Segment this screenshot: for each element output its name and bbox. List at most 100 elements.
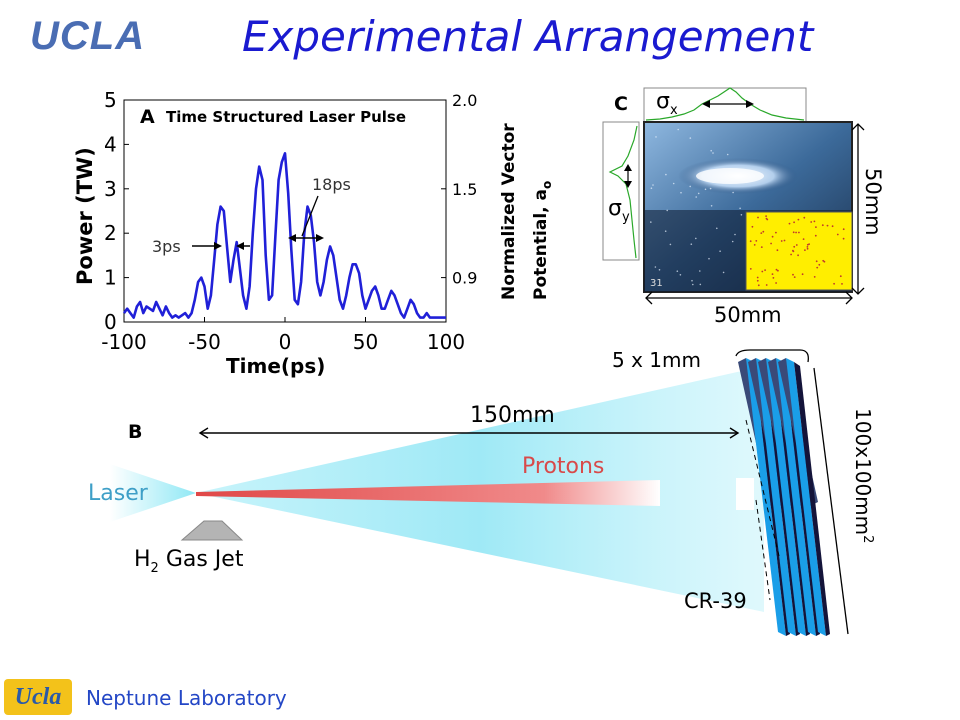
y-tick-label: 2 [104,221,117,245]
sigma-x-arrowhead-left [702,100,710,108]
track-dot [770,242,772,245]
sigma-x-arrowhead-right [746,100,754,108]
y-axis-label-right-main: Potential, a [531,189,551,300]
noise-dot [695,196,697,198]
x-tick-label: 50 [353,330,378,354]
track-dot [793,221,795,224]
noise-dot [699,270,701,272]
track-dot [757,284,760,287]
track-dot [792,231,795,234]
stack-dashed-line-2 [755,499,771,601]
track-dot [802,238,805,241]
stack-area-label: 100x100mm2 [851,408,875,543]
x-profile-curve [645,87,805,121]
track-dot [788,222,791,225]
panel-b: B Laser Protons 150mm H2 Gas Jet 5 x 1mm… [88,348,875,636]
noise-dot [695,237,697,240]
noise-dot [666,209,668,212]
y-axis-label-left: Power (TW) [73,147,97,285]
gas-jet-suffix: Gas Jet [159,547,244,572]
noise-dot [652,184,654,186]
x-tick-label: 100 [427,330,465,354]
track-dot [775,231,777,234]
proton-beam [196,480,660,506]
track-dot [749,240,752,243]
noise-dot [689,137,692,139]
track-dot [813,276,816,278]
noise-dot [722,271,725,274]
sigma-y-arrowhead-bottom [624,181,632,188]
stack-dashed-line-1 [745,419,781,561]
noise-dot [710,205,713,207]
track-dot [761,270,764,273]
cr39-plate [786,358,826,636]
track-dot [808,243,810,246]
sigma-x-symbol: σ [656,89,670,114]
track-dot [839,275,842,278]
track-dot [753,244,756,246]
proton-beam-core [696,168,764,184]
noise-dot [716,227,718,230]
track-dot [792,273,794,276]
stack-area-sup: 2 [860,535,875,543]
track-dot [757,216,759,219]
track-dot [764,269,766,271]
distance-arrow-left-cap [198,427,209,439]
track-dot [831,225,834,228]
y-tick-label: 0 [104,310,117,334]
track-dot [810,221,813,223]
y-profile-box [602,121,640,261]
inset-track-dots [749,215,845,287]
noise-dot [734,233,736,236]
y-axis-label-right-line2: Potential, ao [531,181,554,300]
track-dot [765,284,768,286]
noise-dot [697,192,700,195]
track-dot [760,232,763,235]
track-dot [814,234,817,237]
track-dot [816,266,819,269]
noise-dot [664,230,667,232]
noise-dot [704,188,707,191]
y2-tick-label: 0.9 [452,269,477,288]
track-dot [795,231,797,234]
track-dot [762,230,765,233]
noise-dot [739,207,741,210]
track-dot [806,247,809,250]
track-dot [818,263,821,266]
dim-horizontal-left-cap [645,291,653,305]
sigma-y-label: σy [608,196,630,225]
stack-area-main: 100x100mm [851,408,875,535]
ucla-footer-logo: Ucla [4,679,72,715]
x-tick-label: -100 [101,330,146,354]
noise-dot [719,250,721,252]
track-dot [775,268,778,271]
track-dot [760,246,763,249]
gas-jet-nozzle [180,520,244,541]
arrowhead-18ps-left [288,234,296,242]
track-dot [801,273,804,276]
x-tick-label: -50 [188,330,221,354]
leader-18ps [301,195,319,237]
y-tick-label: 5 [104,88,117,112]
noise-dot [699,283,702,286]
lab-name: Neptune Laboratory [86,686,287,710]
track-dot [803,216,806,219]
x-axis-label: Time(ps) [226,354,325,378]
y-tick-label: 1 [104,266,117,290]
noise-dot [677,128,679,131]
panel-c: C σx σy 31 50mm 50mm [602,87,885,327]
y-axis-label-right-sub: o [540,181,554,189]
track-dot [780,240,783,242]
y-axis-label-right-line1: Normalized Vector [499,123,519,300]
noise-dot [710,149,712,152]
panel-a-title: Time Structured Laser Pulse [166,108,406,126]
annotation-3ps: 3ps [152,237,181,256]
noise-dot [650,221,652,223]
noise-dot [689,185,691,188]
stack-area-dim-line [813,367,849,635]
track-dot [815,226,817,229]
thickness-brace [735,349,809,363]
track-dot [790,253,792,256]
panel-b-label: B [128,421,142,443]
